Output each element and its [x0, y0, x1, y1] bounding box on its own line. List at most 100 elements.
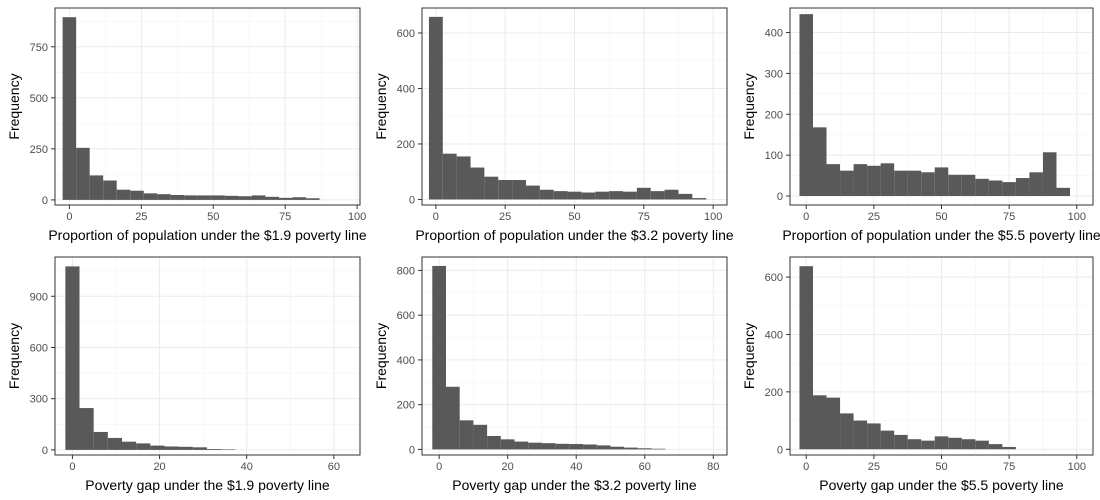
x-tick-label: 75: [638, 211, 650, 223]
x-tick-label: 50: [935, 211, 947, 223]
histogram-bar: [595, 191, 610, 200]
histogram-bar: [484, 176, 499, 200]
histogram-bar: [164, 446, 179, 450]
y-axis-title: Frequency: [741, 73, 757, 139]
histogram-bar: [1029, 172, 1043, 197]
y-tick-label: 300: [30, 394, 48, 406]
y-axis-title: Frequency: [6, 73, 22, 139]
histogram-bar: [157, 194, 171, 200]
histogram-bar: [961, 439, 976, 450]
y-tick-label: 0: [777, 444, 783, 456]
histogram-bar: [470, 167, 485, 200]
histogram-bar: [65, 266, 80, 450]
y-tick-label: 100: [765, 150, 783, 162]
histogram-bar: [664, 189, 679, 200]
y-tick-label: 400: [397, 355, 415, 367]
y-tick-label: 600: [397, 28, 415, 40]
x-tick-label: 50: [935, 461, 947, 473]
histogram-bar: [93, 431, 108, 450]
y-tick-label: 200: [397, 139, 415, 151]
x-tick-label: 60: [639, 461, 651, 473]
histogram-bar: [988, 180, 1003, 197]
panel-background: [55, 257, 360, 455]
x-tick-label: 75: [1003, 461, 1015, 473]
x-tick-label: 100: [348, 211, 366, 223]
histogram-bar: [432, 265, 446, 450]
histogram-bar: [224, 195, 239, 200]
histogram-bar: [178, 446, 193, 450]
histogram-bar: [553, 191, 568, 200]
histogram-bar: [238, 196, 252, 200]
histogram-bar: [428, 16, 443, 200]
histogram-bar: [1015, 178, 1030, 197]
y-axis-title: Frequency: [6, 323, 22, 389]
histogram-bar: [853, 164, 868, 197]
histogram-bar: [583, 444, 597, 450]
histogram-bar: [459, 420, 474, 450]
histogram-bar: [473, 424, 488, 450]
histogram-bar: [921, 440, 935, 450]
histogram-bar: [197, 195, 212, 200]
histogram-bar: [921, 172, 935, 197]
histogram-bar: [1002, 446, 1016, 450]
histogram-panel-2: 0 25 50 75 100 0 200 400 600 Proportion of popula…: [373, 7, 734, 243]
histogram-bar: [934, 436, 949, 450]
y-tick-label: 0: [42, 445, 48, 457]
histogram-bar: [636, 187, 651, 200]
histogram-bar: [525, 185, 540, 200]
histogram-bar: [880, 430, 895, 450]
y-tick-label: 200: [397, 400, 415, 412]
y-tick-label: 300: [765, 68, 783, 80]
x-tick-label: 40: [241, 461, 253, 473]
histogram-bar: [692, 198, 707, 200]
y-axis-title: Frequency: [741, 323, 757, 389]
histogram-bar: [596, 445, 611, 450]
y-tick-label: 0: [409, 194, 415, 206]
histogram-bar: [130, 190, 144, 200]
x-tick-label: 60: [328, 461, 340, 473]
x-tick-label: 0: [436, 461, 442, 473]
histogram-bar: [623, 191, 637, 200]
x-axis-title: Proportion of population under the $3.2 …: [415, 227, 734, 243]
x-tick-label: 25: [499, 211, 511, 223]
x-axis-title: Poverty gap under the $3.2 poverty line: [452, 477, 697, 493]
y-tick-label: 400: [765, 28, 783, 40]
y-tick-label: 600: [397, 310, 415, 322]
y-tick-label: 0: [777, 191, 783, 203]
histogram-bar: [567, 191, 582, 200]
histogram-panel-3: 0 25 50 75 100 0 100 200 300 400 Proportion of pop…: [741, 7, 1100, 243]
y-tick-label: 250: [30, 144, 48, 156]
histogram-bar: [514, 441, 529, 450]
y-tick-label: 200: [765, 387, 783, 399]
x-tick-label: 75: [279, 211, 291, 223]
histogram-bar: [907, 439, 922, 450]
histogram-bar: [907, 170, 922, 197]
histogram-bar: [555, 443, 570, 450]
histogram-bar: [812, 127, 827, 197]
x-tick-label: 25: [868, 461, 880, 473]
histogram-bar: [539, 189, 554, 200]
histogram-bar: [184, 195, 198, 200]
y-tick-label: 800: [397, 265, 415, 277]
y-tick-label: 600: [30, 342, 48, 354]
histogram-bar: [637, 448, 652, 450]
histogram-bar: [569, 444, 584, 450]
histogram-panel-1: 0 25 50 75 100 0 250 500 750 Proportion of popula…: [6, 7, 367, 243]
histogram-bar: [62, 17, 77, 200]
x-axis-title: Poverty gap under the $5.5 poverty line: [819, 477, 1064, 493]
histogram-bar: [853, 420, 868, 450]
histogram-bar: [867, 165, 881, 197]
histogram-bar: [143, 193, 158, 200]
histogram-bar: [79, 408, 94, 450]
x-tick-label: 50: [207, 211, 219, 223]
x-tick-label: 0: [803, 461, 809, 473]
x-axis-title: Proportion of population under the $1.9 …: [48, 227, 367, 243]
y-tick-label: 0: [409, 444, 415, 456]
x-tick-label: 25: [868, 211, 880, 223]
x-tick-label: 20: [153, 461, 165, 473]
histogram-bar: [107, 437, 122, 450]
histogram-bar: [265, 196, 280, 200]
x-axis-title: Poverty gap under the $1.9 poverty line: [85, 477, 330, 493]
histogram-bar: [136, 443, 151, 450]
